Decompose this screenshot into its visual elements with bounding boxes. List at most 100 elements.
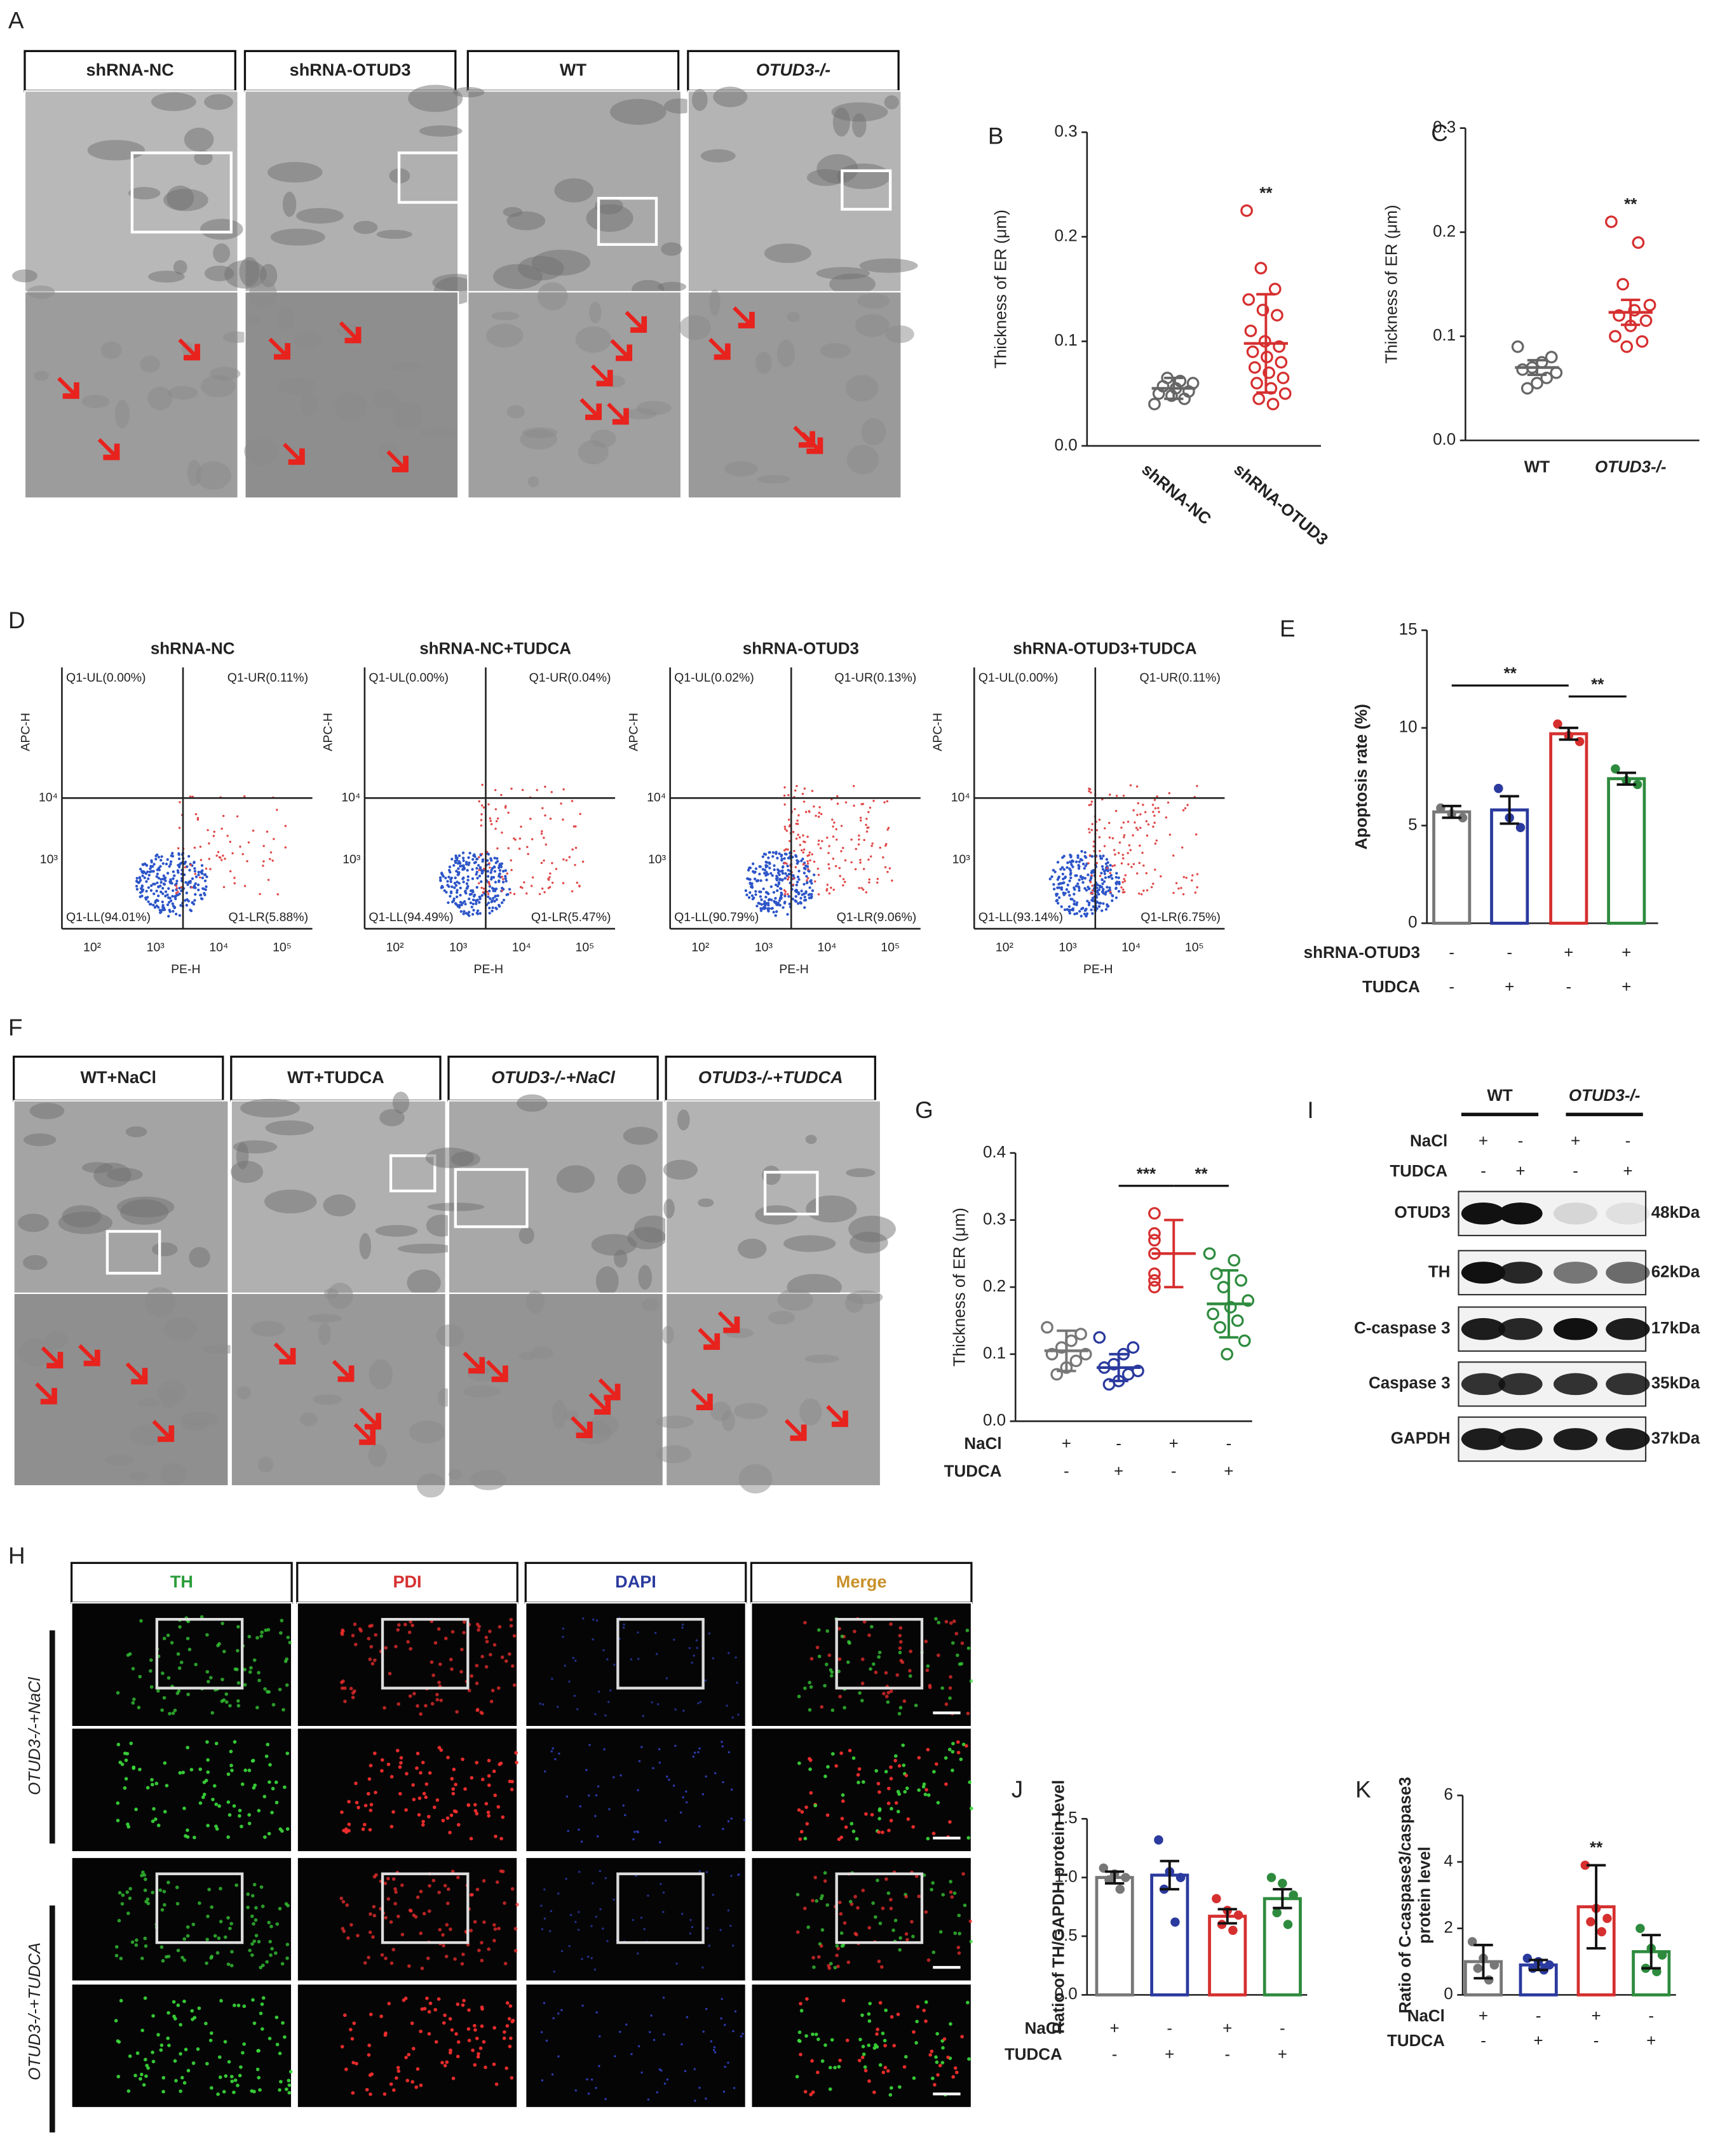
signal [966, 2000, 970, 2005]
quadrant-label: Q1-LL(90.79%) [674, 910, 759, 924]
signal [889, 1897, 893, 1902]
event [1117, 876, 1120, 879]
event [858, 887, 860, 889]
signal [437, 1680, 441, 1685]
data-point [1639, 314, 1653, 327]
event [782, 865, 785, 868]
event [173, 874, 176, 877]
event [1111, 837, 1114, 840]
signal [612, 1776, 615, 1779]
event [156, 872, 159, 875]
event [147, 886, 151, 889]
signal [484, 1665, 489, 1669]
signal [944, 1782, 948, 1786]
signal [574, 1659, 577, 1662]
signal [698, 2086, 701, 2089]
event [471, 858, 475, 861]
x-tick-label: 10⁴ [512, 941, 531, 955]
signal [960, 1641, 965, 1645]
signal [545, 2039, 548, 2042]
signal [721, 1998, 723, 2000]
event [142, 863, 145, 866]
signal [254, 1918, 258, 1922]
event [501, 889, 503, 892]
texture [267, 162, 323, 183]
event [1090, 828, 1094, 832]
event [855, 847, 857, 851]
signal [487, 1758, 491, 1763]
event [1102, 892, 1106, 895]
signal [894, 1801, 898, 1805]
signal [630, 1658, 633, 1661]
event [1062, 893, 1066, 896]
signal [941, 1892, 945, 1897]
signal [417, 1813, 421, 1817]
signal [541, 1703, 545, 1706]
signal [884, 1770, 888, 1774]
event [1080, 858, 1083, 862]
signal [914, 2041, 918, 2045]
signal [130, 1940, 135, 1944]
signal [175, 1885, 179, 1889]
signal [886, 1690, 891, 1695]
signal [219, 1887, 222, 1890]
event [776, 889, 779, 893]
signal [475, 1681, 479, 1685]
event [808, 811, 811, 813]
texture [299, 1412, 318, 1427]
signal [446, 1755, 450, 1760]
signal [809, 2092, 813, 2096]
signal [119, 1957, 123, 1960]
data-point [1266, 398, 1280, 410]
event [803, 906, 806, 909]
event [753, 877, 757, 880]
condition-sign: - [1064, 1461, 1069, 1480]
signal [229, 1964, 234, 1968]
signal [198, 1801, 203, 1805]
signal [969, 1679, 973, 1683]
signal [503, 1962, 508, 1965]
event [201, 876, 205, 880]
y-axis-label: APC-H [322, 713, 335, 751]
event [241, 852, 244, 856]
event [442, 875, 445, 878]
event [488, 885, 492, 888]
signal [140, 1957, 144, 1960]
event [579, 812, 581, 816]
signal [209, 2031, 213, 2035]
event [794, 899, 798, 903]
signal [867, 2012, 871, 2016]
event [543, 891, 546, 894]
event [493, 870, 497, 873]
data-point [1602, 1913, 1612, 1924]
event [1083, 877, 1087, 880]
header-box [70, 1561, 293, 1604]
signal [427, 2031, 431, 2036]
event [800, 889, 803, 893]
signal [351, 1695, 355, 1699]
signal [437, 1997, 441, 2001]
signal [869, 1667, 872, 1671]
signal [705, 2097, 707, 2100]
signal [915, 2019, 919, 2024]
event [175, 887, 179, 889]
signal [428, 1909, 431, 1913]
event [157, 906, 160, 909]
data-point [1203, 1247, 1216, 1260]
event [781, 878, 784, 881]
signal [510, 1788, 514, 1791]
signal [830, 2038, 834, 2042]
event [1106, 905, 1109, 908]
fluorescence-image [71, 1602, 293, 1728]
signal [135, 1938, 139, 1943]
event [160, 855, 163, 858]
event [177, 857, 181, 861]
event [544, 785, 546, 788]
signal [543, 1888, 546, 1891]
signal [881, 2070, 886, 2075]
event [867, 858, 870, 861]
event [531, 876, 534, 879]
event [781, 872, 785, 875]
event [1103, 872, 1107, 875]
signal [947, 1748, 952, 1751]
